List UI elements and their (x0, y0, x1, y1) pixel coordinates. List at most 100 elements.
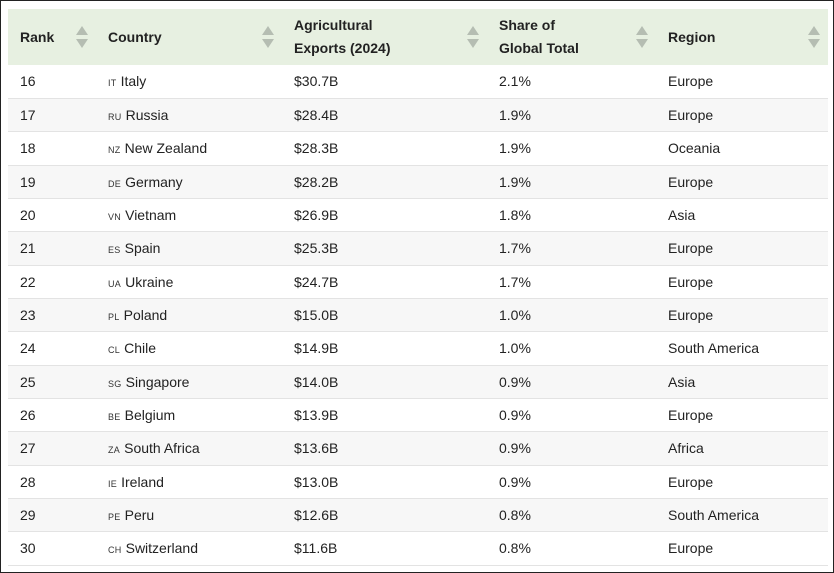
table-row: 22 UA Ukraine $24.7B 1.7% Europe (8, 265, 828, 299)
table-row: 27 ZA South Africa $13.6B 0.9% Africa (8, 431, 828, 466)
country-name: Spain (124, 240, 161, 257)
country-name: Ukraine (125, 273, 174, 290)
sort-up-down-icon[interactable] (467, 26, 479, 48)
cell-country: IT Italy (96, 65, 282, 99)
table-row: 24 CL Chile $14.9B 1.0% South America (8, 331, 828, 366)
column-header-share[interactable]: Share of Global Total (487, 9, 656, 65)
country-code: IT (108, 78, 117, 89)
cell-exports: $25.3B (282, 231, 487, 266)
sort-up-down-icon[interactable] (808, 26, 820, 48)
cell-share: 1.8% (487, 198, 656, 233)
country-name: Germany (125, 173, 183, 190)
cell-exports: $28.3B (282, 131, 487, 166)
cell-rank: 20 (8, 198, 96, 233)
table-row: 23 PL Poland $15.0B 1.0% Europe (8, 298, 828, 333)
sort-up-down-icon[interactable] (636, 26, 648, 48)
country-code: IE (108, 478, 118, 489)
cell-share: 2.1% (487, 65, 656, 99)
table-header-row: Rank Country Agricultural Exports (2024)… (8, 9, 828, 65)
cell-region: South America (656, 331, 828, 366)
country-code: CL (108, 345, 121, 356)
cell-country: VN Vietnam (96, 198, 282, 233)
country-name: Russia (125, 107, 169, 124)
cell-rank: 21 (8, 231, 96, 266)
sort-up-down-icon[interactable] (76, 26, 88, 48)
country-name: New Zealand (124, 140, 208, 157)
column-header-label-line-1: Agricultural (294, 17, 373, 33)
table-row: 26 BE Belgium $13.9B 0.9% Europe (8, 398, 828, 433)
cell-country: ES Spain (96, 231, 282, 266)
cell-rank: 17 (8, 98, 96, 133)
cell-country: PE Peru (96, 498, 282, 533)
column-header-label: Region (668, 28, 716, 45)
column-header-label-line-1: Share of (499, 17, 556, 33)
country-code: PL (108, 312, 120, 323)
cell-region: Europe (656, 65, 828, 99)
country-name: South Africa (124, 440, 200, 457)
cell-country: PL Poland (96, 298, 282, 333)
cell-region: Europe (656, 465, 828, 499)
table-row: 21 ES Spain $25.3B 1.7% Europe (8, 231, 828, 266)
cell-country: BE Belgium (96, 398, 282, 433)
country-name: Vietnam (125, 207, 177, 224)
cell-share: 0.8% (487, 498, 656, 533)
cell-region: Europe (656, 298, 828, 333)
cell-exports: $11.6B (282, 531, 487, 566)
column-header-country[interactable]: Country (96, 9, 282, 65)
cell-rank: 24 (8, 331, 96, 366)
table-row: 30 CH Switzerland $11.6B 0.8% Europe (8, 531, 828, 566)
country-code: ZA (108, 445, 121, 456)
column-header-label-line-2: Global Total (499, 40, 579, 56)
table-row: 17 RU Russia $28.4B 1.9% Europe (8, 98, 828, 133)
country-code: RU (108, 112, 122, 123)
cell-region: Europe (656, 231, 828, 266)
cell-region: South America (656, 498, 828, 533)
cell-rank: 26 (8, 398, 96, 433)
column-header-region[interactable]: Region (656, 9, 828, 65)
cell-region: Africa (656, 431, 828, 466)
country-code: ES (108, 245, 121, 256)
country-name: Poland (123, 307, 168, 324)
cell-exports: $13.9B (282, 398, 487, 433)
column-header-agricultural-exports[interactable]: Agricultural Exports (2024) (282, 9, 487, 65)
cell-country: CL Chile (96, 331, 282, 366)
cell-share: 0.8% (487, 531, 656, 566)
cell-rank: 30 (8, 531, 96, 566)
cell-rank: 16 (8, 65, 96, 99)
cell-exports: $14.9B (282, 331, 487, 366)
cell-country: NZ New Zealand (96, 131, 282, 166)
cell-rank: 23 (8, 298, 96, 333)
sort-up-down-icon[interactable] (262, 26, 274, 48)
cell-exports: $15.0B (282, 298, 487, 333)
cell-region: Europe (656, 398, 828, 433)
country-name: Peru (124, 507, 155, 524)
country-code: SG (108, 378, 122, 389)
cell-rank: 19 (8, 165, 96, 199)
agricultural-exports-table: Rank Country Agricultural Exports (2024)… (8, 9, 828, 566)
cell-rank: 25 (8, 365, 96, 399)
cell-share: 0.9% (487, 431, 656, 466)
cell-country: IE Ireland (96, 465, 282, 499)
cell-exports: $13.0B (282, 465, 487, 499)
cell-region: Europe (656, 165, 828, 199)
table-row: 28 IE Ireland $13.0B 0.9% Europe (8, 465, 828, 499)
country-code: BE (108, 412, 121, 423)
column-header-label-line-2: Exports (2024) (294, 40, 391, 56)
cell-country: DE Germany (96, 165, 282, 199)
cell-country: CH Switzerland (96, 531, 282, 566)
cell-share: 1.0% (487, 331, 656, 366)
country-code: NZ (108, 145, 121, 156)
cell-country: UA Ukraine (96, 265, 282, 299)
cell-share: 1.7% (487, 265, 656, 299)
cell-exports: $24.7B (282, 265, 487, 299)
country-code: UA (108, 278, 122, 289)
table-row: 25 SG Singapore $14.0B 0.9% Asia (8, 365, 828, 399)
cell-country: ZA South Africa (96, 431, 282, 466)
country-code: PE (108, 512, 121, 523)
table-body: 16 IT Italy $30.7B 2.1% Europe 17 RU Russia $28.4… (8, 65, 828, 566)
cell-share: 1.9% (487, 165, 656, 199)
column-header-rank[interactable]: Rank (8, 9, 96, 65)
cell-region: Europe (656, 531, 828, 566)
column-header-label: Country (108, 28, 162, 45)
